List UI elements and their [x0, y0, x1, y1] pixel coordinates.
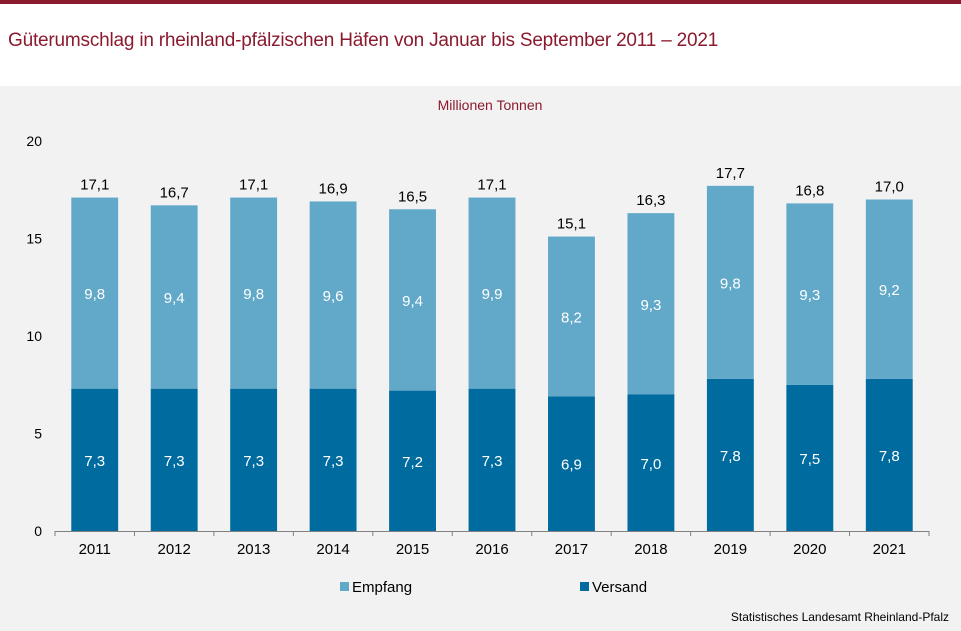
total-label: 15,1	[557, 216, 586, 233]
bar-versand	[786, 384, 834, 531]
data-label-empfang: 9,3	[640, 297, 661, 314]
source-note: Statistisches Landesamt Rheinland-Pfalz	[730, 610, 949, 624]
y-tick-label: 10	[26, 328, 42, 344]
data-label-empfang: 9,9	[482, 286, 503, 303]
bar-empfang	[706, 185, 754, 379]
data-label-versand: 7,3	[164, 453, 185, 470]
x-tick-label: 2014	[316, 541, 349, 558]
total-label: 17,1	[80, 177, 109, 194]
total-label: 16,7	[160, 184, 189, 201]
x-tick-label: 2019	[714, 541, 747, 558]
bar-empfang	[786, 203, 834, 385]
bar-versand	[865, 378, 913, 531]
total-label: 16,8	[795, 182, 824, 199]
data-label-empfang: 9,4	[164, 290, 185, 307]
data-label-versand: 7,8	[720, 448, 741, 465]
data-label-empfang: 9,3	[799, 287, 820, 304]
bar-versand	[389, 390, 436, 531]
data-label-empfang: 9,6	[323, 288, 344, 305]
y-tick-label: 20	[26, 133, 42, 149]
x-tick-label: 2016	[475, 541, 508, 558]
total-label: 16,3	[636, 192, 665, 209]
x-tick-label: 2021	[873, 541, 906, 558]
data-label-empfang: 9,8	[243, 286, 264, 303]
y-tick-label: 15	[26, 231, 42, 247]
legend-label: Empfang	[352, 579, 412, 596]
data-label-versand: 7,3	[482, 453, 503, 470]
data-label-empfang: 9,4	[402, 293, 423, 310]
bar-empfang	[468, 197, 516, 389]
y-tick-label: 5	[34, 426, 42, 442]
total-label: 16,5	[398, 188, 427, 205]
legend-swatch	[340, 582, 349, 591]
bar-empfang	[627, 213, 675, 395]
bar-empfang	[865, 199, 913, 379]
bar-versand	[706, 378, 754, 531]
data-label-empfang: 9,2	[879, 282, 900, 299]
data-label-empfang: 8,2	[561, 310, 582, 327]
unit-label: Millionen Tonnen	[437, 97, 543, 113]
chart-title: Güterumschlag in rheinland-pfälzischen H…	[8, 30, 719, 51]
total-label: 17,7	[716, 165, 745, 182]
bar-versand	[468, 388, 516, 531]
data-label-versand: 7,0	[640, 456, 661, 473]
data-label-versand: 7,3	[243, 453, 264, 470]
total-label: 17,1	[239, 177, 268, 194]
data-label-empfang: 9,8	[720, 275, 741, 292]
data-label-empfang: 9,8	[84, 286, 105, 303]
total-label: 16,9	[318, 180, 347, 197]
bar-empfang	[230, 197, 278, 389]
x-tick-label: 2017	[555, 541, 588, 558]
top-rule	[0, 0, 961, 4]
legend-swatch	[580, 582, 589, 591]
bar-empfang	[71, 197, 119, 389]
x-tick-label: 2018	[634, 541, 667, 558]
x-tick-label: 2011	[79, 541, 111, 558]
legend-label: Versand	[592, 579, 647, 596]
data-label-versand: 7,2	[402, 454, 423, 471]
bar-versand	[309, 388, 357, 531]
total-label: 17,0	[875, 179, 904, 196]
bar-versand	[150, 388, 198, 531]
data-label-versand: 7,8	[879, 448, 900, 465]
x-tick-label: 2015	[396, 541, 429, 558]
x-tick-label: 2013	[237, 541, 270, 558]
bar-versand	[230, 388, 278, 531]
bar-versand	[627, 394, 675, 531]
total-label: 17,1	[477, 177, 506, 194]
bar-empfang	[389, 209, 436, 391]
data-label-versand: 6,9	[561, 457, 582, 474]
bar-empfang	[309, 201, 357, 389]
bar-versand	[548, 396, 595, 531]
bar-versand	[71, 388, 119, 531]
x-tick-label: 2020	[793, 541, 826, 558]
y-tick-label: 0	[34, 523, 42, 539]
data-label-versand: 7,5	[799, 451, 820, 468]
x-tick-label: 2012	[157, 541, 190, 558]
bar-empfang	[150, 205, 198, 389]
data-label-versand: 7,3	[84, 453, 105, 470]
data-label-versand: 7,3	[323, 453, 344, 470]
bar-empfang	[548, 236, 595, 397]
